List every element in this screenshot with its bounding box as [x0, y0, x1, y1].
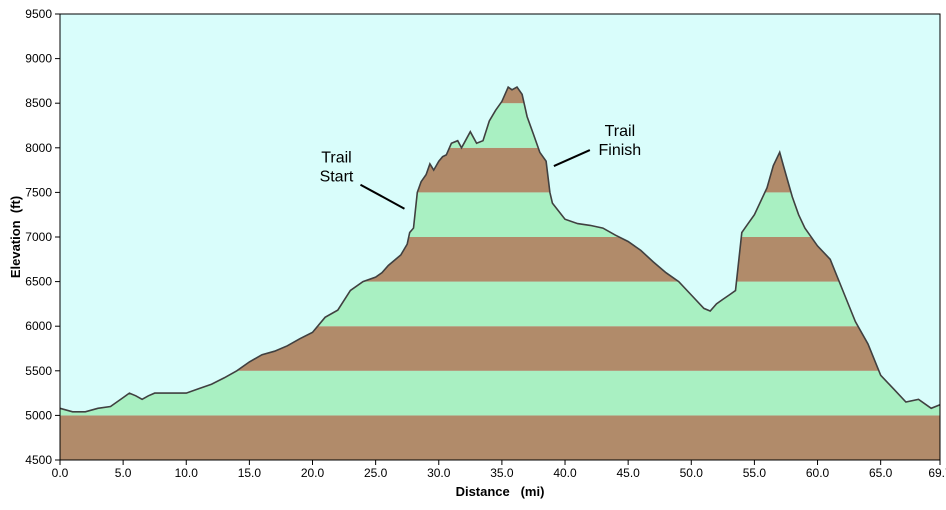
x-tick-label: 20.0: [301, 466, 325, 480]
annotation-pointer: [359, 183, 405, 210]
annotation-label: Start: [320, 169, 354, 186]
x-tick-label: 40.0: [553, 466, 577, 480]
y-tick-label: 6500: [25, 275, 52, 289]
y-tick-label: 9000: [25, 52, 52, 66]
x-axis-title: Distance (mi): [456, 484, 545, 499]
x-tick-label: 45.0: [616, 466, 640, 480]
y-tick-label: 6000: [25, 319, 52, 333]
x-tick-label: 55.0: [743, 466, 767, 480]
x-tick-label: 5.0: [115, 466, 132, 480]
y-tick-label: 7500: [25, 185, 52, 199]
x-axis: 0.0 5.0 10.0 15.0 20.0 25.0 30.0 35.0 40.0 45.0 50…: [52, 460, 946, 480]
x-tick-label: 65.0: [869, 466, 893, 480]
elevation-band: [60, 415, 940, 460]
y-tick-label: 8000: [25, 141, 52, 155]
x-tick-label: 69.7: [928, 466, 946, 480]
y-tick-label: 4500: [25, 453, 52, 467]
y-tick-label: 8500: [25, 96, 52, 110]
annotation-label: Finish: [599, 142, 642, 159]
elevation-profile-line: [59, 85, 941, 413]
y-tick-label: 9500: [25, 7, 52, 21]
x-tick-label: 10.0: [175, 466, 199, 480]
y-axis: 4500 5000 5500 6000 6500 7000 7500 8000 8500 9000…: [25, 7, 60, 467]
y-tick-label: 5500: [25, 364, 52, 378]
x-tick-label: 35.0: [490, 466, 514, 480]
x-tick-label: 30.0: [427, 466, 451, 480]
annotation-label: Trail: [605, 123, 636, 140]
x-tick-label: 0.0: [52, 466, 69, 480]
x-tick-label: 50.0: [680, 466, 704, 480]
annotation-label: Trail: [321, 150, 352, 167]
y-tick-label: 7000: [25, 230, 52, 244]
annotations: Trail Start Trail Finish: [320, 123, 642, 210]
x-tick-label: 25.0: [364, 466, 388, 480]
y-tick-label: 5000: [25, 408, 52, 422]
x-tick-label: 60.0: [806, 466, 830, 480]
y-axis-title: Elevation (ft): [8, 196, 23, 278]
annotation-pointer: [553, 149, 591, 168]
x-tick-label: 15.0: [238, 466, 262, 480]
